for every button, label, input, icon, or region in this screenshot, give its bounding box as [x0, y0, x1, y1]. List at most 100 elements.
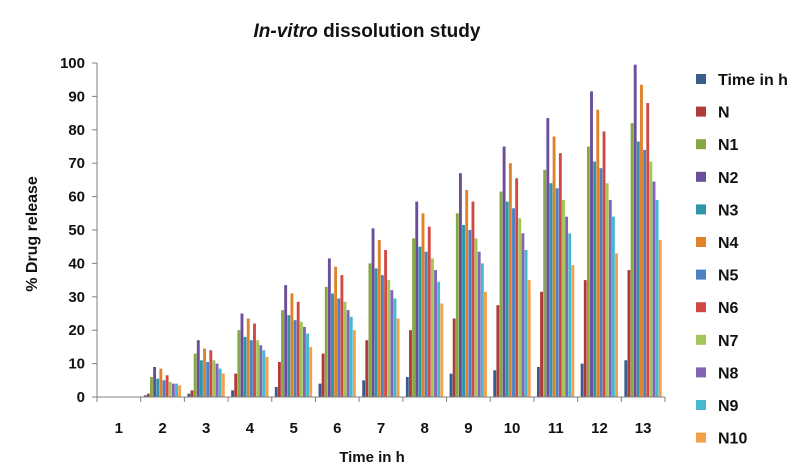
bar-n7 [474, 238, 478, 397]
bar-n4 [508, 163, 512, 397]
bar-n1 [586, 146, 590, 397]
bar-n1 [499, 191, 503, 397]
bar-n1 [237, 330, 241, 397]
bar-n4 [640, 84, 643, 398]
bar-n8 [652, 181, 656, 397]
bar-n9 [437, 281, 441, 397]
bar-n5 [206, 361, 210, 397]
bar-n8 [259, 345, 263, 397]
y-tick-label: 30 [68, 289, 85, 306]
bar-n2 [415, 201, 419, 397]
legend-label: N5 [718, 268, 739, 285]
legend-label: N2 [718, 170, 739, 187]
bar-n8 [434, 270, 437, 397]
bar-n7 [562, 199, 565, 397]
y-tick-label: 60 [68, 189, 85, 206]
bar-n1 [630, 123, 634, 398]
legend-swatch [696, 106, 706, 117]
legend-swatch [696, 400, 706, 410]
bar-n10 [440, 303, 444, 397]
bar-n [627, 270, 631, 397]
bar-time-in-h [536, 366, 540, 397]
legend-swatch [696, 367, 706, 378]
bar-n5 [555, 188, 559, 397]
y-axis-label: % Drug release [24, 176, 41, 292]
y-tick-label: 100 [60, 55, 85, 72]
legend-swatch [696, 171, 706, 182]
bar-n7 [387, 280, 391, 397]
legend-swatch [696, 334, 706, 345]
legend: Time in h N N1 N2 N3 N4 N5 N6 N7 N8 N9 N10 [696, 72, 788, 448]
bar-n2 [590, 91, 593, 397]
y-tick-label: 0 [77, 389, 85, 406]
x-tick-label: 13 [635, 420, 652, 437]
bar-n5 [337, 298, 341, 397]
bar-n9 [218, 368, 222, 397]
bar-n4 [334, 266, 338, 397]
bar-time-in-h [624, 360, 628, 397]
bar-n4 [465, 189, 469, 397]
bar-n5 [249, 340, 253, 397]
bar-n7 [168, 381, 172, 397]
bar-n3 [593, 161, 597, 397]
bar-n6 [427, 226, 431, 397]
bar-n [365, 340, 369, 397]
legend-label: N4 [718, 235, 739, 252]
legend-label: N6 [718, 300, 739, 317]
bar-n [321, 353, 325, 397]
bar-n2 [240, 313, 244, 397]
legend-label: N3 [718, 202, 739, 219]
bar-time-in-h [580, 363, 584, 397]
bar-n1 [150, 376, 153, 397]
bar-n8 [171, 383, 175, 397]
bar-n4 [421, 213, 425, 397]
bar-n7 [430, 258, 434, 397]
bar-n5 [643, 149, 647, 397]
bar-n2 [153, 366, 157, 397]
legend-label: N10 [718, 431, 747, 448]
bar-n [583, 280, 587, 397]
x-tick-label: 5 [289, 420, 297, 437]
bar-n [146, 393, 150, 397]
bar-n3 [243, 336, 247, 397]
bar-n9 [568, 233, 572, 397]
bar-n6 [646, 103, 650, 397]
bar-n4 [159, 368, 163, 397]
bar-n3 [199, 360, 203, 397]
bar-n [190, 390, 194, 397]
legend-label: N8 [718, 365, 739, 382]
bar-n9 [306, 333, 310, 397]
bar-n4 [290, 293, 294, 397]
bar-n10 [658, 240, 662, 397]
bar-n [409, 330, 412, 397]
bar-n2 [633, 64, 637, 398]
bar-n3 [374, 268, 378, 397]
bar-n6 [471, 201, 475, 397]
bar-n7 [605, 183, 609, 397]
legend-label: N1 [718, 137, 739, 154]
bar-n9 [524, 250, 528, 397]
bar-n9 [393, 298, 397, 397]
bar-n7 [518, 218, 522, 397]
bar-n [234, 373, 238, 397]
bar-time-in-h [493, 370, 497, 397]
bar-n [540, 291, 543, 397]
x-tick-label: 9 [464, 420, 472, 437]
bar-n3 [287, 315, 291, 397]
bar-n6 [296, 301, 300, 397]
y-tick-label: 70 [68, 155, 85, 172]
y-tick-label: 10 [68, 356, 85, 373]
chart-title: In-vitro dissolution study [254, 21, 481, 42]
bar-n10 [352, 330, 356, 397]
bar-n5 [468, 230, 472, 397]
bar-n5 [424, 251, 428, 397]
bar-n10 [178, 385, 182, 397]
legend-label: N7 [718, 333, 739, 350]
bar-n1 [193, 353, 197, 397]
y-tick-label: 50 [68, 222, 85, 239]
bar-n3 [505, 201, 509, 397]
bar-n1 [412, 238, 416, 397]
x-tick-label: 8 [421, 420, 429, 437]
